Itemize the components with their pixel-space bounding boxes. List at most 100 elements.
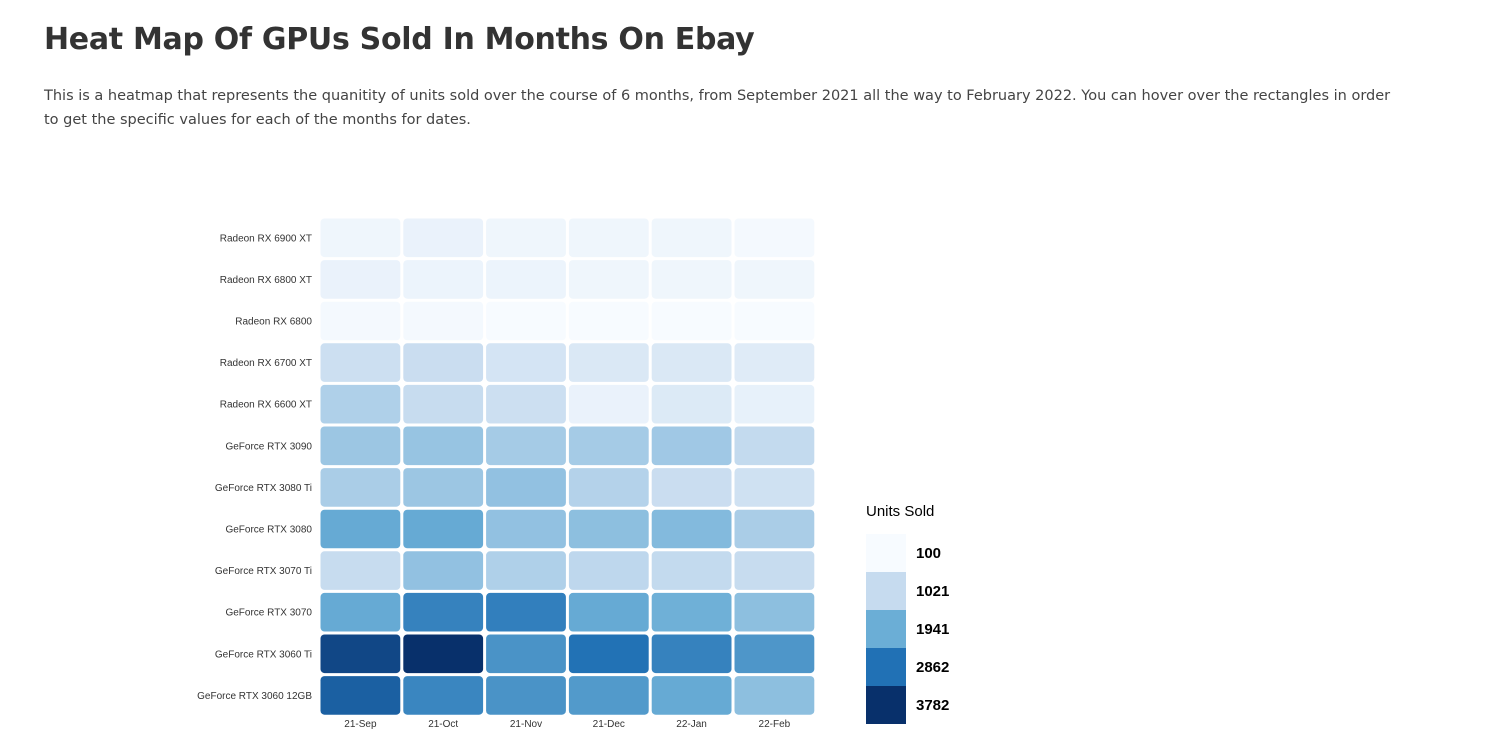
heatmap-cell[interactable]: GeForce RTX 3080 / 21-Sep: 2000 [320,509,401,549]
heatmap-cell[interactable]: Radeon RX 6800 XT / 21-Sep: 350 [320,260,401,299]
heatmap-cell[interactable]: Radeon RX 6900 XT / 21-Sep: 250 [320,218,401,258]
heatmap-cell[interactable]: GeForce RTX 3070 / 21-Sep: 2000 [320,592,401,632]
heatmap-cell[interactable]: Radeon RX 6800 XT / 22-Feb: 250 [734,260,815,299]
heatmap-cell[interactable]: Radeon RX 6900 XT / 22-Jan: 250 [651,218,732,258]
heatmap-cell[interactable]: GeForce RTX 3060 12GB / 22-Jan: 2000 [651,676,732,715]
legend-swatch [866,610,906,648]
heatmap-cell[interactable]: GeForce RTX 3090 / 22-Feb: 1050 [734,426,815,466]
heatmap-cell[interactable]: Radeon RX 6900 XT / 21-Dec: 250 [568,218,649,258]
page-title: Heat Map Of GPUs Sold In Months On Ebay [44,22,755,57]
heatmap-cell[interactable]: Radeon RX 6800 XT / 22-Jan: 250 [651,260,732,299]
y-tick-label: GeForce RTX 3080 Ti [215,483,312,494]
legend-swatch [866,648,906,686]
heatmap-cell[interactable]: GeForce RTX 3070 / 21-Nov: 2650 [486,592,566,632]
y-tick-label: GeForce RTX 3070 [225,608,312,619]
heatmap-cell[interactable]: GeForce RTX 3060 12GB / 22-Feb: 1600 [734,676,815,715]
y-tick-label: GeForce RTX 3070 Ti [215,566,312,577]
x-tick-label: 21-Dec [593,719,625,730]
heatmap-cell[interactable]: GeForce RTX 3090 / 21-Sep: 1450 [320,426,401,466]
heatmap-cell[interactable]: Radeon RX 6800 / 22-Feb: 100 [734,301,815,341]
heatmap-cell[interactable]: GeForce RTX 3080 Ti / 21-Dec: 1200 [568,468,649,507]
heatmap-cell[interactable]: GeForce RTX 3060 Ti / 21-Sep: 3450 [320,634,401,674]
heatmap-cell[interactable]: Radeon RX 6800 / 21-Oct: 150 [403,301,484,341]
heatmap-cell[interactable]: GeForce RTX 3080 Ti / 22-Jan: 950 [651,468,732,507]
heatmap-cell[interactable]: GeForce RTX 3090 / 21-Nov: 1350 [486,426,566,466]
heatmap-cell[interactable]: Radeon RX 6700 XT / 21-Oct: 950 [403,343,484,382]
heatmap-cell[interactable]: GeForce RTX 3080 / 21-Dec: 1600 [568,509,649,549]
heatmap-cell[interactable]: Radeon RX 6800 / 21-Nov: 100 [486,301,566,341]
y-tick-label: GeForce RTX 3090 [225,441,312,452]
x-tick-label: 21-Nov [510,719,542,730]
heatmap-cell[interactable]: Radeon RX 6600 XT / 22-Jan: 600 [651,384,732,424]
heatmap-cell[interactable]: GeForce RTX 3070 / 21-Dec: 2000 [568,592,649,632]
heatmap-cell[interactable]: Radeon RX 6600 XT / 21-Nov: 900 [486,384,566,424]
y-axis-labels: Radeon RX 6900 XT Radeon RX 6800 XT Radeon… [197,233,312,702]
heatmap-cell[interactable]: GeForce RTX 3070 Ti / 21-Nov: 1250 [486,551,566,590]
heatmap-cell[interactable]: GeForce RTX 3090 / 21-Dec: 1350 [568,426,649,466]
legend-label: 1021 [916,583,949,600]
heatmap-cell[interactable]: Radeon RX 6700 XT / 21-Dec: 650 [568,343,649,382]
heatmap-cell[interactable]: Radeon RX 6800 / 21-Dec: 100 [568,301,649,341]
heatmap-cell[interactable]: GeForce RTX 3060 Ti / 21-Oct: 3782 [403,634,484,674]
heatmap-cell[interactable]: Radeon RX 6800 XT / 21-Nov: 300 [486,260,566,299]
heatmap-cell[interactable]: Radeon RX 6800 / 22-Jan: 100 [651,301,732,341]
legend-label: 100 [916,545,941,562]
heatmap-cell[interactable]: GeForce RTX 3070 Ti / 21-Sep: 1000 [320,551,401,590]
heatmap-cell[interactable]: GeForce RTX 3080 Ti / 21-Nov: 1550 [486,468,566,507]
heatmap-cell[interactable]: GeForce RTX 3080 / 21-Nov: 1550 [486,509,566,549]
heatmap-cell[interactable]: Radeon RX 6800 / 21-Sep: 150 [320,301,401,341]
heatmap-cell[interactable]: GeForce RTX 3080 / 21-Oct: 2000 [403,509,484,549]
y-tick-label: GeForce RTX 3080 [225,525,312,536]
x-tick-label: 22-Jan [676,719,707,730]
heatmap-cell[interactable]: GeForce RTX 3060 Ti / 22-Feb: 2300 [734,634,815,674]
legend: Units Sold 100 1021 1941 2862 3782 [866,503,949,724]
heatmap-cell[interactable]: GeForce RTX 3060 Ti / 21-Dec: 2850 [568,634,649,674]
x-tick-label: 22-Feb [759,719,791,730]
legend-title: Units Sold [866,503,934,520]
heatmap-cell[interactable]: Radeon RX 6900 XT / 21-Nov: 250 [486,218,566,258]
heatmap-cell[interactable]: Radeon RX 6700 XT / 21-Nov: 750 [486,343,566,382]
heatmap-cell[interactable]: GeForce RTX 3070 / 22-Feb: 1600 [734,592,815,632]
heatmap-cell[interactable]: Radeon RX 6800 XT / 21-Oct: 300 [403,260,484,299]
heatmap-cell[interactable]: Radeon RX 6600 XT / 22-Feb: 400 [734,384,815,424]
x-tick-label: 21-Oct [428,719,458,730]
x-tick-label: 21-Sep [344,719,377,730]
heatmap-cell[interactable]: Radeon RX 6700 XT / 22-Jan: 650 [651,343,732,382]
heatmap-cell[interactable]: GeForce RTX 3060 12GB / 21-Oct: 2550 [403,676,484,715]
legend-swatch [866,572,906,610]
heatmap-cell[interactable]: GeForce RTX 3080 / 22-Feb: 1300 [734,509,815,549]
heatmap-cell[interactable]: GeForce RTX 3070 Ti / 21-Dec: 1100 [568,551,649,590]
heatmap-cell[interactable]: GeForce RTX 3070 Ti / 22-Feb: 1000 [734,551,815,590]
y-tick-label: Radeon RX 6700 XT [220,358,312,369]
legend-swatch [866,534,906,572]
page-description: This is a heatmap that represents the qu… [44,88,1391,128]
heatmap-cell[interactable]: Radeon RX 6800 XT / 21-Dec: 250 [568,260,649,299]
legend-label: 2862 [916,659,949,676]
heatmap-cell[interactable]: GeForce RTX 3060 Ti / 21-Nov: 2350 [486,634,566,674]
heatmap-cell[interactable]: GeForce RTX 3090 / 22-Jan: 1400 [651,426,732,466]
heatmap-cell[interactable]: GeForce RTX 3060 Ti / 22-Jan: 2600 [651,634,732,674]
heatmap-cell[interactable]: GeForce RTX 3080 Ti / 22-Feb: 850 [734,468,815,507]
heatmap-cell[interactable]: GeForce RTX 3080 Ti / 21-Oct: 1450 [403,468,484,507]
y-tick-label: Radeon RX 6600 XT [220,400,312,411]
heatmap-cell[interactable]: Radeon RX 6700 XT / 21-Sep: 900 [320,343,401,382]
heatmap-cell[interactable]: GeForce RTX 3070 / 22-Jan: 1900 [651,592,732,632]
y-tick-label: Radeon RX 6900 XT [220,233,312,244]
heatmap-cell[interactable]: GeForce RTX 3060 12GB / 21-Nov: 2350 [486,676,566,715]
heatmap-cell[interactable]: GeForce RTX 3070 / 21-Oct: 2600 [403,592,484,632]
heatmap-cell[interactable]: GeForce RTX 3090 / 21-Oct: 1500 [403,426,484,466]
heatmap-cell[interactable]: GeForce RTX 3070 Ti / 22-Jan: 1050 [651,551,732,590]
heatmap-cell[interactable]: Radeon RX 6700 XT / 22-Feb: 550 [734,343,815,382]
heatmap-cell[interactable]: Radeon RX 6600 XT / 21-Sep: 1250 [320,384,401,424]
heatmap-cell[interactable]: Radeon RX 6900 XT / 22-Feb: 150 [734,218,815,258]
heatmap-cell[interactable]: Radeon RX 6600 XT / 21-Dec: 350 [568,384,649,424]
heatmap-cell[interactable]: GeForce RTX 3060 12GB / 21-Dec: 2250 [568,676,649,715]
y-tick-label: GeForce RTX 3060 12GB [197,691,312,702]
heatmap-cell[interactable]: GeForce RTX 3070 Ti / 21-Oct: 1550 [403,551,484,590]
heatmap-cell[interactable]: GeForce RTX 3080 / 22-Jan: 1700 [651,509,732,549]
heatmap-cell[interactable]: GeForce RTX 3060 12GB / 21-Sep: 3100 [320,676,401,715]
heatmap-cell[interactable]: Radeon RX 6600 XT / 21-Oct: 1000 [403,384,484,424]
heatmap-cell[interactable]: Radeon RX 6900 XT / 21-Oct: 350 [403,218,484,258]
heatmap-cell[interactable]: GeForce RTX 3080 Ti / 21-Sep: 1300 [320,468,401,507]
